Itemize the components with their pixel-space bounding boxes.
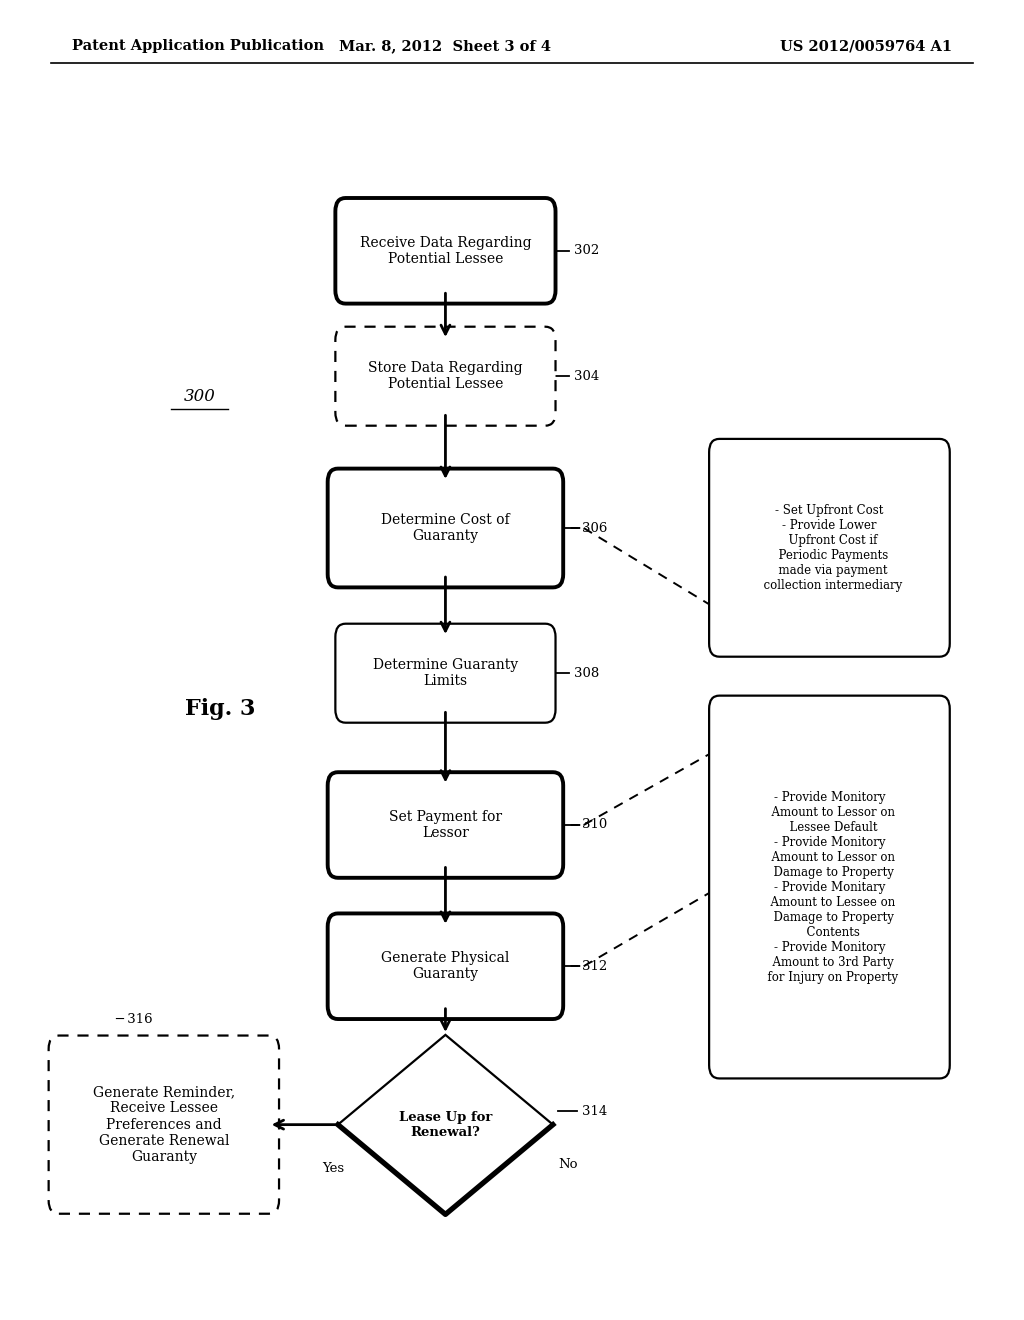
Text: 302: 302 [573,244,599,257]
Text: Yes: Yes [322,1162,344,1175]
Text: 306: 306 [582,521,607,535]
Text: Determine Cost of
Guaranty: Determine Cost of Guaranty [381,513,510,543]
Text: Lease Up for
Renewal?: Lease Up for Renewal? [398,1110,493,1139]
FancyBboxPatch shape [709,438,950,657]
Text: Mar. 8, 2012  Sheet 3 of 4: Mar. 8, 2012 Sheet 3 of 4 [339,40,552,53]
Text: Generate Reminder,
Receive Lessee
Preferences and
Generate Renewal
Guaranty: Generate Reminder, Receive Lessee Prefer… [93,1085,234,1164]
Text: Store Data Regarding
Potential Lessee: Store Data Regarding Potential Lessee [368,362,523,391]
Text: No: No [558,1158,578,1171]
FancyBboxPatch shape [336,198,555,304]
Text: 310: 310 [582,818,607,832]
FancyBboxPatch shape [328,913,563,1019]
Text: - Provide Monitory
  Amount to Lessor on
  Lessee Default
- Provide Monitory
  A: - Provide Monitory Amount to Lessor on L… [761,791,898,983]
Text: 312: 312 [582,960,607,973]
FancyBboxPatch shape [328,772,563,878]
FancyBboxPatch shape [709,696,950,1078]
Text: Patent Application Publication: Patent Application Publication [72,40,324,53]
FancyBboxPatch shape [336,624,555,723]
Text: Determine Guaranty
Limits: Determine Guaranty Limits [373,659,518,688]
Text: - Set Upfront Cost
- Provide Lower
  Upfront Cost if
  Periodic Payments
  made : - Set Upfront Cost - Provide Lower Upfro… [757,504,902,591]
Text: 314: 314 [582,1105,607,1118]
FancyBboxPatch shape [336,327,555,425]
Text: US 2012/0059764 A1: US 2012/0059764 A1 [780,40,952,53]
Text: Fig. 3: Fig. 3 [185,698,255,719]
FancyBboxPatch shape [49,1035,279,1214]
Text: 304: 304 [573,370,599,383]
Text: Generate Physical
Guaranty: Generate Physical Guaranty [381,952,510,981]
FancyBboxPatch shape [328,469,563,587]
Text: Set Payment for
Lessor: Set Payment for Lessor [389,810,502,840]
Text: 308: 308 [573,667,599,680]
Text: ─ 316: ─ 316 [116,1014,153,1026]
Text: Receive Data Regarding
Potential Lessee: Receive Data Regarding Potential Lessee [359,236,531,265]
Text: 300: 300 [183,388,216,404]
Polygon shape [338,1035,553,1214]
